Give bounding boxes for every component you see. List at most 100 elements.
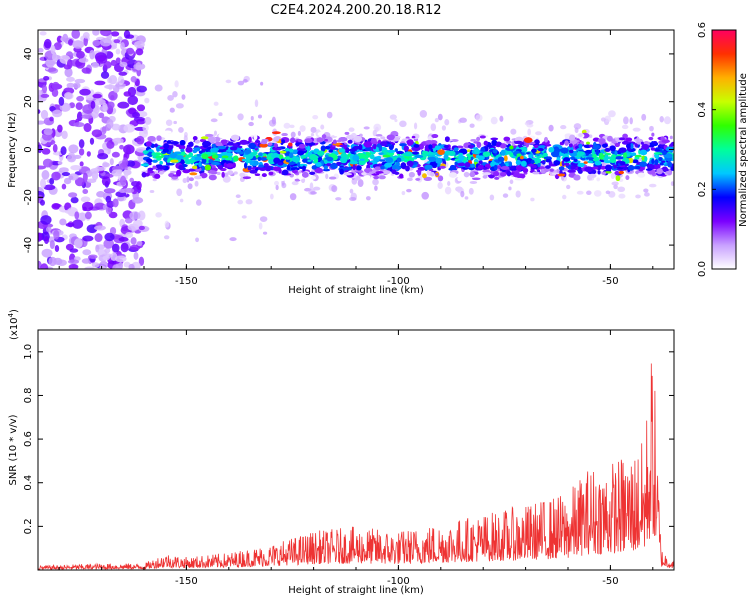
- heatmap-cell: [372, 178, 379, 186]
- heatmap-cell: [103, 61, 112, 69]
- heatmap-cell: [84, 211, 92, 220]
- heatmap-cell: [68, 144, 79, 154]
- heatmap-cell: [261, 173, 267, 178]
- heatmap-cell: [122, 157, 129, 168]
- heatmap-cell: [103, 238, 115, 249]
- heatmap-cell: [253, 134, 258, 141]
- heatmap-cell: [272, 166, 282, 171]
- heatmap-cell: [250, 116, 254, 121]
- heatmap-cell: [138, 256, 145, 267]
- heatmap-cell: [200, 136, 209, 140]
- heatmap-cell: [470, 138, 477, 142]
- heatmap-cell: [169, 170, 178, 174]
- heatmap-cell: [98, 112, 105, 119]
- heatmap-cell: [372, 129, 377, 137]
- heatmap-cell: [557, 173, 566, 177]
- heatmap-cell: [654, 149, 661, 152]
- heatmap-cell: [183, 135, 188, 143]
- heatmap-cell: [205, 148, 209, 152]
- heatmap-cell: [652, 140, 658, 144]
- heatmap-cell: [291, 156, 301, 163]
- heatmap-cell: [136, 118, 146, 125]
- heatmap-cell: [357, 179, 364, 188]
- heatmap-cell: [112, 264, 120, 269]
- heatmap-cell: [609, 157, 617, 164]
- heatmap-cell: [568, 143, 573, 148]
- heatmap-cell: [76, 50, 85, 59]
- heatmap-cell: [367, 162, 373, 166]
- heatmap-cell: [411, 135, 416, 139]
- heatmap-cell: [347, 139, 353, 144]
- heatmap-cell: [237, 80, 245, 86]
- heatmap-cell: [101, 176, 111, 187]
- heatmap-cell: [78, 139, 85, 149]
- heatmap-cell: [235, 194, 241, 199]
- heatmap-cell: [573, 158, 578, 162]
- heatmap-cell: [405, 152, 412, 156]
- heatmap-cell: [273, 136, 280, 142]
- heatmap-cell: [258, 175, 263, 181]
- heatmap-cell: [530, 159, 535, 164]
- heatmap-cell: [389, 114, 397, 120]
- heatmap-cell: [443, 144, 449, 149]
- heatmap-cell: [585, 157, 594, 160]
- heatmap-cell: [126, 47, 135, 55]
- heatmap-cell: [281, 169, 289, 176]
- heatmap-cell: [39, 199, 45, 206]
- heatmap-cell: [274, 180, 280, 186]
- heatmap-cell: [536, 153, 540, 157]
- heatmap-cell: [102, 162, 110, 168]
- heatmap-cell: [314, 167, 324, 174]
- heatmap-cell: [623, 116, 629, 125]
- heatmap-cell: [369, 154, 375, 160]
- heatmap-cell: [400, 162, 407, 169]
- heatmap-cell: [239, 172, 246, 178]
- heatmap-cell: [163, 143, 170, 150]
- heatmap-cell: [525, 141, 530, 148]
- heatmap-cell: [79, 88, 91, 96]
- heatmap-cell: [172, 91, 178, 98]
- heatmap-cell: [125, 34, 135, 39]
- heatmap-cell: [248, 136, 252, 143]
- heatmap-cell: [419, 110, 428, 118]
- heatmap-cell: [478, 160, 483, 165]
- heatmap-cell: [259, 157, 268, 161]
- heatmap-cell: [108, 74, 118, 85]
- heatmap-cell: [499, 171, 507, 177]
- heatmap-cell: [52, 109, 63, 118]
- heatmap-cell: [654, 159, 659, 166]
- heatmap-cell: [424, 164, 433, 170]
- heatmap-cell: [406, 160, 414, 166]
- heatmap-cell: [325, 173, 329, 180]
- heatmap-cell: [163, 157, 168, 161]
- heatmap-cell: [514, 177, 524, 181]
- heatmap-cell: [604, 171, 612, 174]
- heatmap-cell: [196, 153, 202, 157]
- heatmap-cell: [273, 143, 279, 148]
- heatmap-cell: [365, 196, 371, 201]
- heatmap-cell: [503, 155, 508, 162]
- heatmap-cell: [244, 149, 252, 155]
- heatmap-cell: [566, 184, 571, 190]
- heatmap-cell: [123, 91, 131, 97]
- heatmap-cell: [594, 160, 602, 166]
- heatmap-cell: [175, 144, 182, 148]
- heatmap-cell: [621, 124, 629, 130]
- heatmap-cell: [180, 148, 185, 152]
- heatmap-cell: [593, 190, 602, 197]
- heatmap-cell: [175, 103, 184, 109]
- heatmap-cell: [242, 176, 251, 180]
- heatmap-cell: [74, 78, 86, 84]
- heatmap-cell: [145, 141, 152, 147]
- heatmap-cell: [522, 168, 529, 173]
- heatmap-cell: [43, 38, 52, 49]
- heatmap-cell: [42, 158, 53, 168]
- heatmap-cell: [53, 42, 62, 51]
- y-tick-label: 0.2: [23, 518, 34, 534]
- heatmap-cell: [216, 171, 221, 176]
- heatmap-cell: [448, 150, 456, 156]
- heatmap-cell: [78, 57, 89, 63]
- heatmap-cell: [188, 152, 194, 157]
- heatmap-cell: [203, 145, 209, 148]
